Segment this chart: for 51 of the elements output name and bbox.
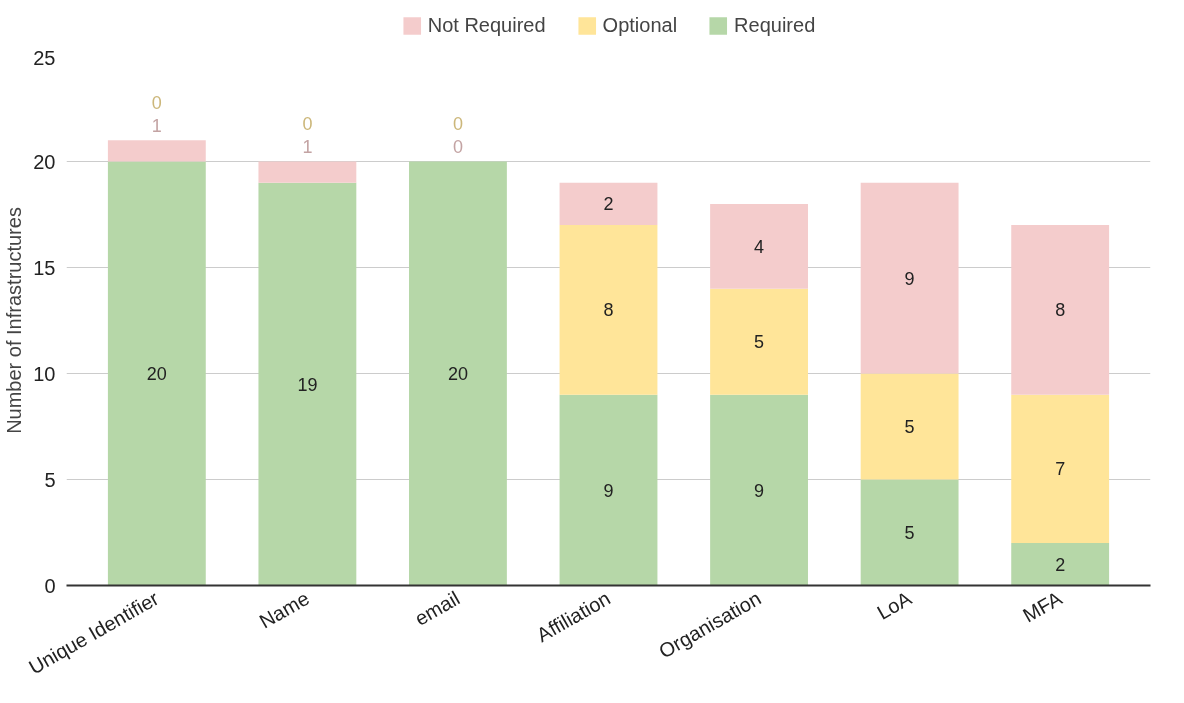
bar xyxy=(107,140,206,162)
data-label: 2 xyxy=(1055,554,1066,575)
data-label: 0 xyxy=(151,92,162,113)
bar xyxy=(409,161,507,586)
x-tick-label: MFA xyxy=(1019,586,1067,627)
data-label: 20 xyxy=(146,364,167,384)
data-label: 8 xyxy=(603,300,614,321)
data-label: 19 xyxy=(297,374,318,395)
data-label: 7 xyxy=(1055,459,1066,480)
data-label: 9 xyxy=(603,480,614,501)
bar xyxy=(258,182,357,586)
data-label: 8 xyxy=(1055,300,1066,321)
bar xyxy=(258,161,357,183)
data-label: 1 xyxy=(302,137,313,158)
y-tick-label: 20 xyxy=(33,150,56,173)
bar xyxy=(710,203,808,289)
data-label: 4 xyxy=(754,236,765,257)
bar xyxy=(559,394,658,586)
data-label: 2 xyxy=(603,194,614,215)
bar xyxy=(107,161,206,586)
y-axis-title: Number of Infrastructures xyxy=(3,207,26,434)
y-tick-label: 0 xyxy=(44,574,56,597)
data-label: 20 xyxy=(447,364,468,384)
y-tick-label: 25 xyxy=(33,46,56,69)
data-label: 9 xyxy=(754,480,765,501)
legend-label: Required xyxy=(734,13,816,37)
data-label: 9 xyxy=(904,268,915,289)
data-label: 5 xyxy=(904,417,915,437)
bar xyxy=(710,394,808,586)
data-label: 0 xyxy=(452,137,463,158)
y-tick-label: 5 xyxy=(44,468,56,491)
bar xyxy=(559,225,658,395)
bar xyxy=(860,373,959,480)
legend-label: Not Required xyxy=(427,13,546,37)
bar xyxy=(1011,543,1110,586)
y-tick-label: 15 xyxy=(33,256,56,279)
data-label: 0 xyxy=(302,113,313,134)
bar xyxy=(710,288,808,395)
bar xyxy=(860,182,959,374)
y-tick-label: 10 xyxy=(33,362,56,385)
data-label: 0 xyxy=(452,113,463,134)
x-tick-label: LoA xyxy=(873,586,916,624)
data-label: 1 xyxy=(151,115,162,136)
x-tick-label: Name xyxy=(255,586,313,633)
bar xyxy=(1011,394,1110,544)
data-label: 5 xyxy=(904,523,915,543)
bar xyxy=(860,479,959,586)
legend-label: Optional xyxy=(602,13,678,37)
bar xyxy=(559,182,658,226)
data-label: 5 xyxy=(754,332,765,353)
bar xyxy=(1011,225,1110,395)
